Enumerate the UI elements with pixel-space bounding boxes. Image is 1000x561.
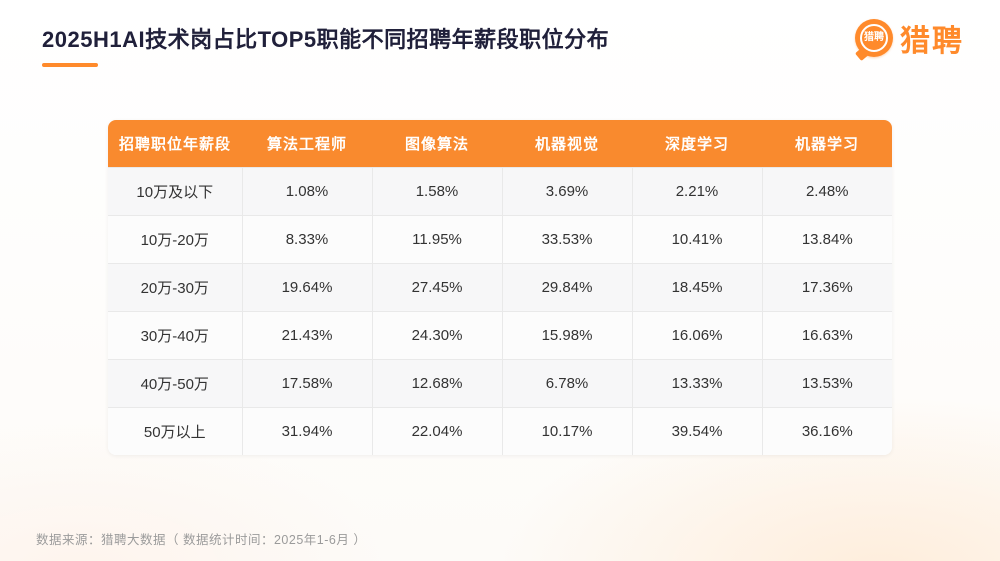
table-row: 20万-30万 19.64% 27.45% 29.84% 18.45% 17.3… — [108, 262, 892, 312]
percent-cell: 19.64% — [241, 262, 373, 312]
column-header-machine-learning: 机器学习 — [762, 120, 892, 167]
percent-cell: 15.98% — [501, 310, 633, 360]
column-header-deep-learning: 深度学习 — [632, 120, 762, 167]
column-header-image-algorithm: 图像算法 — [372, 120, 502, 167]
page-header: 2025H1AI技术岗占比TOP5职能不同招聘年薪段职位分布 — [42, 22, 609, 67]
row-label: 10万-20万 — [108, 214, 243, 264]
column-header-algorithm-engineer: 算法工程师 — [242, 120, 372, 167]
percent-cell: 13.53% — [761, 358, 892, 408]
percent-cell: 16.63% — [761, 310, 892, 360]
table-row: 30万-40万 21.43% 24.30% 15.98% 16.06% 16.6… — [108, 310, 892, 360]
percent-cell: 18.45% — [631, 262, 763, 312]
percent-cell: 2.21% — [631, 166, 763, 216]
row-label: 30万-40万 — [108, 310, 243, 360]
column-header-salary-band: 招聘职位年薪段 — [108, 120, 242, 167]
table-header-row: 招聘职位年薪段 算法工程师 图像算法 机器视觉 深度学习 机器学习 — [108, 120, 892, 167]
percent-cell: 10.17% — [501, 406, 633, 455]
table-row: 10万-20万 8.33% 11.95% 33.53% 10.41% 13.84… — [108, 214, 892, 264]
table-row: 50万以上 31.94% 22.04% 10.17% 39.54% 36.16% — [108, 406, 892, 455]
percent-cell: 12.68% — [371, 358, 503, 408]
percent-cell: 1.08% — [241, 166, 373, 216]
percent-cell: 10.41% — [631, 214, 763, 264]
liepin-bubble-text: 猎聘 — [864, 32, 884, 43]
row-label: 40万-50万 — [108, 358, 243, 408]
percent-cell: 22.04% — [371, 406, 503, 455]
row-label: 10万及以下 — [108, 166, 243, 216]
percent-cell: 24.30% — [371, 310, 503, 360]
percent-cell: 16.06% — [631, 310, 763, 360]
liepin-wordmark: 猎聘 — [900, 25, 964, 58]
percent-cell: 29.84% — [501, 262, 633, 312]
row-label: 20万-30万 — [108, 262, 243, 312]
column-header-machine-vision: 机器视觉 — [502, 120, 632, 167]
liepin-logo: 猎聘 猎聘 — [855, 16, 964, 60]
percent-cell: 21.43% — [241, 310, 373, 360]
liepin-bubble-icon: 猎聘 — [855, 19, 893, 57]
data-table: 招聘职位年薪段 算法工程师 图像算法 机器视觉 深度学习 机器学习 10万及以下… — [108, 120, 892, 455]
page-title: 2025H1AI技术岗占比TOP5职能不同招聘年薪段职位分布 — [42, 27, 610, 52]
percent-cell: 27.45% — [371, 262, 503, 312]
percent-cell: 2.48% — [761, 166, 892, 216]
table-row: 10万及以下 1.08% 1.58% 3.69% 2.21% 2.48% — [108, 166, 892, 216]
percent-cell: 17.36% — [761, 262, 892, 312]
percent-cell: 1.58% — [371, 166, 503, 216]
percent-cell: 39.54% — [631, 406, 763, 455]
title-accent-underline — [42, 63, 98, 67]
row-label: 50万以上 — [108, 406, 243, 455]
percent-cell: 11.95% — [371, 214, 503, 264]
percent-cell: 3.69% — [501, 166, 633, 216]
data-source-note: 数据来源：猎聘大数据（ 数据统计时间：2025年1-6月 ） — [36, 533, 367, 547]
percent-cell: 13.84% — [761, 214, 892, 264]
data-table-container: 招聘职位年薪段 算法工程师 图像算法 机器视觉 深度学习 机器学习 10万及以下… — [108, 120, 892, 455]
percent-cell: 31.94% — [241, 406, 373, 455]
liepin-bubble-ring: 猎聘 — [860, 24, 888, 52]
percent-cell: 17.58% — [241, 358, 373, 408]
percent-cell: 8.33% — [241, 214, 373, 264]
table-row: 40万-50万 17.58% 12.68% 6.78% 13.33% 13.53… — [108, 358, 892, 408]
percent-cell: 6.78% — [501, 358, 633, 408]
percent-cell: 33.53% — [501, 214, 633, 264]
percent-cell: 36.16% — [761, 406, 892, 455]
percent-cell: 13.33% — [631, 358, 763, 408]
